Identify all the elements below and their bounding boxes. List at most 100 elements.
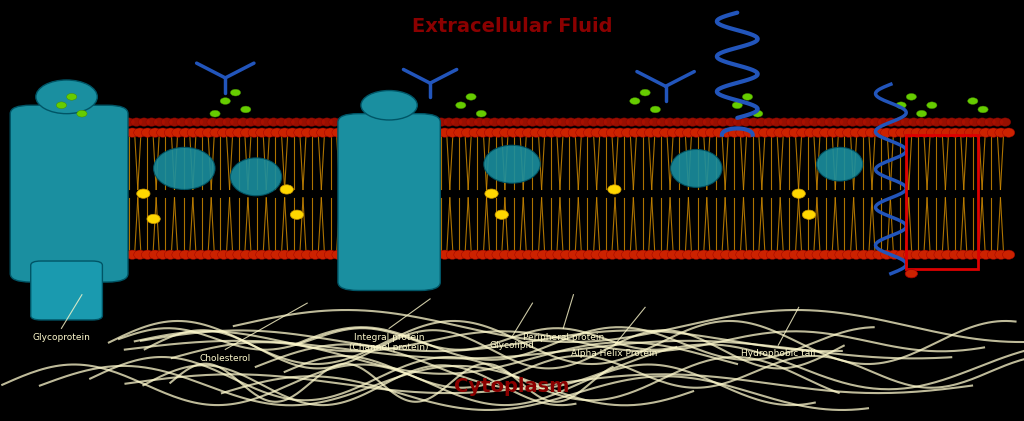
Ellipse shape <box>78 118 89 126</box>
Ellipse shape <box>477 250 489 259</box>
Ellipse shape <box>497 118 508 126</box>
Ellipse shape <box>995 128 1008 137</box>
Ellipse shape <box>284 118 295 126</box>
Ellipse shape <box>25 118 35 126</box>
Ellipse shape <box>652 128 665 137</box>
Ellipse shape <box>484 128 497 137</box>
Ellipse shape <box>831 118 843 126</box>
Ellipse shape <box>941 250 953 259</box>
Ellipse shape <box>301 128 313 137</box>
Ellipse shape <box>812 250 824 259</box>
Ellipse shape <box>459 118 470 126</box>
Ellipse shape <box>443 118 455 126</box>
Ellipse shape <box>915 118 927 126</box>
Ellipse shape <box>103 128 116 137</box>
Ellipse shape <box>81 250 93 259</box>
Ellipse shape <box>896 128 908 137</box>
Ellipse shape <box>778 118 790 126</box>
Ellipse shape <box>939 118 950 126</box>
Ellipse shape <box>843 128 855 137</box>
Ellipse shape <box>763 118 774 126</box>
Ellipse shape <box>56 102 67 109</box>
Ellipse shape <box>451 118 462 126</box>
Ellipse shape <box>743 128 756 137</box>
Ellipse shape <box>88 128 100 137</box>
Text: Cholesterol: Cholesterol <box>200 354 251 362</box>
Ellipse shape <box>835 250 847 259</box>
Ellipse shape <box>721 250 733 259</box>
Ellipse shape <box>941 128 953 137</box>
Ellipse shape <box>710 118 721 126</box>
Ellipse shape <box>900 118 911 126</box>
Ellipse shape <box>872 128 885 137</box>
Ellipse shape <box>790 128 802 137</box>
Ellipse shape <box>263 128 275 137</box>
Ellipse shape <box>150 250 162 259</box>
Ellipse shape <box>340 250 352 259</box>
Ellipse shape <box>359 118 371 126</box>
Ellipse shape <box>438 128 451 137</box>
Ellipse shape <box>85 118 96 126</box>
Ellipse shape <box>903 250 915 259</box>
Ellipse shape <box>191 118 203 126</box>
Ellipse shape <box>652 250 665 259</box>
Ellipse shape <box>36 80 97 114</box>
Ellipse shape <box>393 250 406 259</box>
Ellipse shape <box>774 250 786 259</box>
Ellipse shape <box>454 250 466 259</box>
Ellipse shape <box>382 118 393 126</box>
Ellipse shape <box>200 118 211 126</box>
Ellipse shape <box>360 91 418 120</box>
Ellipse shape <box>294 128 306 137</box>
Ellipse shape <box>690 128 702 137</box>
Ellipse shape <box>313 118 325 126</box>
Ellipse shape <box>95 250 108 259</box>
Ellipse shape <box>431 128 443 137</box>
Ellipse shape <box>736 128 749 137</box>
Ellipse shape <box>530 128 543 137</box>
Ellipse shape <box>241 106 251 113</box>
Ellipse shape <box>560 250 572 259</box>
Ellipse shape <box>919 250 931 259</box>
Ellipse shape <box>972 250 984 259</box>
Ellipse shape <box>291 118 302 126</box>
Ellipse shape <box>550 118 561 126</box>
Ellipse shape <box>210 110 220 117</box>
Ellipse shape <box>241 128 253 137</box>
Ellipse shape <box>697 250 710 259</box>
Ellipse shape <box>865 128 878 137</box>
Ellipse shape <box>474 118 485 126</box>
Ellipse shape <box>903 128 915 137</box>
Ellipse shape <box>203 128 215 137</box>
Ellipse shape <box>150 128 162 137</box>
Ellipse shape <box>362 128 375 137</box>
Ellipse shape <box>1002 128 1015 137</box>
Ellipse shape <box>640 89 650 96</box>
Ellipse shape <box>575 128 588 137</box>
Ellipse shape <box>179 250 191 259</box>
Ellipse shape <box>438 250 451 259</box>
Ellipse shape <box>164 250 176 259</box>
Ellipse shape <box>934 128 946 137</box>
Ellipse shape <box>88 250 100 259</box>
Ellipse shape <box>568 128 581 137</box>
Ellipse shape <box>751 128 763 137</box>
FancyBboxPatch shape <box>338 114 440 290</box>
Ellipse shape <box>906 93 916 100</box>
Ellipse shape <box>466 118 477 126</box>
Ellipse shape <box>217 250 229 259</box>
Ellipse shape <box>484 250 497 259</box>
Ellipse shape <box>169 118 180 126</box>
Ellipse shape <box>613 128 626 137</box>
Ellipse shape <box>232 250 245 259</box>
Ellipse shape <box>435 118 446 126</box>
Ellipse shape <box>728 128 740 137</box>
Ellipse shape <box>483 145 541 183</box>
Ellipse shape <box>522 128 535 137</box>
Ellipse shape <box>119 250 131 259</box>
Ellipse shape <box>637 128 649 137</box>
Ellipse shape <box>413 118 424 126</box>
Ellipse shape <box>42 250 54 259</box>
Ellipse shape <box>515 128 527 137</box>
Ellipse shape <box>423 128 435 137</box>
